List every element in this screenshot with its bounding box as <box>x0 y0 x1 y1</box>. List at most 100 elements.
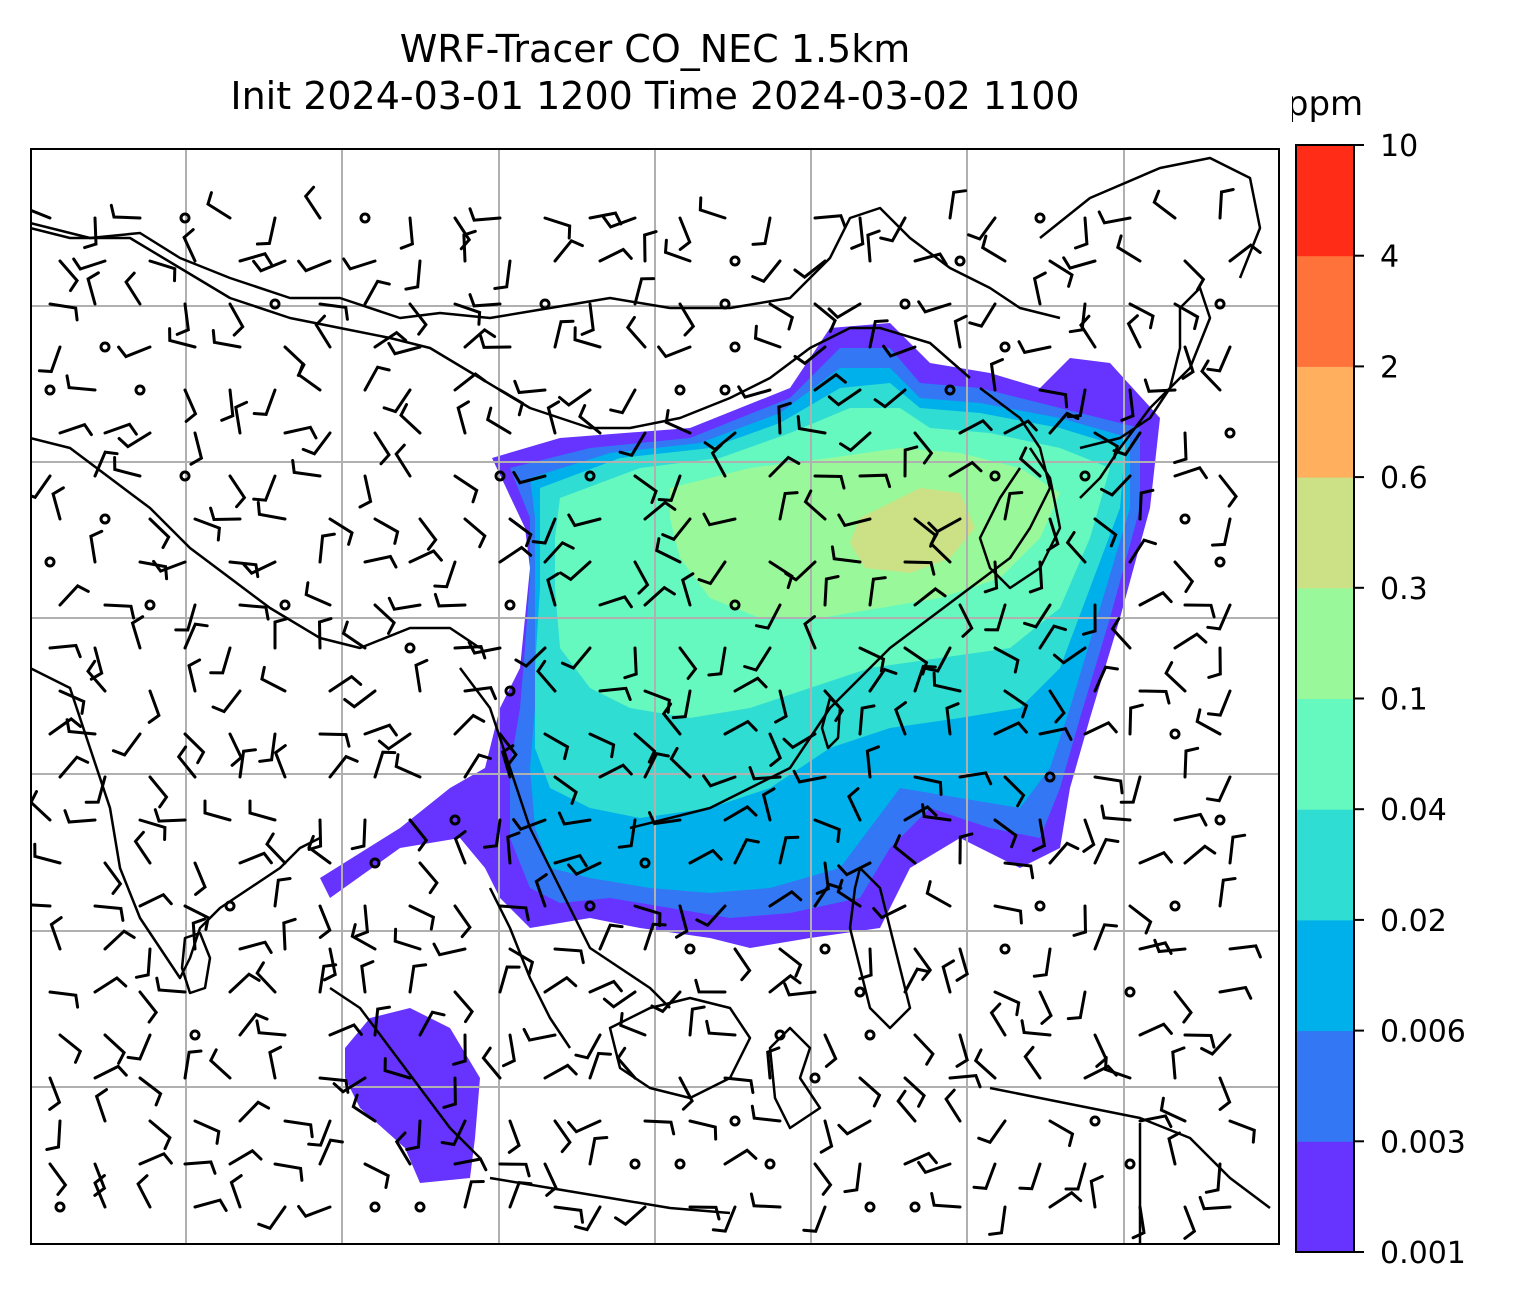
wind-barb <box>328 754 359 779</box>
wind-barb <box>453 713 486 736</box>
wind-barb <box>103 861 123 895</box>
wind-barb <box>1195 708 1222 736</box>
calm-wind-circle <box>54 1201 66 1213</box>
wind-barb <box>1048 259 1074 288</box>
wind-barb <box>588 979 623 994</box>
wind-barb <box>1218 985 1253 1000</box>
wind-barb <box>913 664 937 693</box>
wind-barb <box>328 1023 363 1037</box>
colorbar-tick-label-10: 10 <box>1380 129 1418 164</box>
wind-barb <box>893 701 907 736</box>
wind-barb <box>903 1151 938 1166</box>
wind-barb <box>558 388 592 407</box>
wind-barb <box>580 302 595 336</box>
wind-barb <box>574 1205 602 1232</box>
calm-wind-circle <box>999 943 1011 955</box>
wind-barb <box>1183 844 1217 865</box>
wind-barb <box>373 1005 391 1037</box>
calm-wind-circle <box>414 1201 426 1213</box>
wind-barb <box>83 216 98 250</box>
wind-barb <box>502 1033 516 1068</box>
wind-barb <box>360 960 375 994</box>
wind-barb <box>710 443 727 478</box>
wind-barb <box>394 753 422 779</box>
wind-barb <box>1218 1076 1232 1111</box>
wind-barb <box>72 257 107 271</box>
wind-barb <box>220 388 235 422</box>
wind-barb <box>1143 378 1177 393</box>
wind-barb <box>873 388 907 409</box>
calm-wind-circle <box>224 900 236 912</box>
wind-barb <box>408 302 428 336</box>
calm-wind-circle <box>764 1158 776 1170</box>
wind-barb <box>30 208 52 220</box>
wind-barb <box>514 646 547 668</box>
wind-barb <box>228 302 245 337</box>
wind-barb <box>124 271 142 306</box>
wind-barb <box>619 1012 647 1037</box>
wind-barb <box>228 560 260 579</box>
wind-barb <box>553 1119 572 1154</box>
wind-barb <box>1046 517 1060 552</box>
wind-barb <box>468 207 502 222</box>
wind-barb <box>328 517 354 546</box>
colorbar-band-9 <box>1296 145 1354 257</box>
wind-barb <box>84 775 107 804</box>
wind-barb <box>1048 689 1066 724</box>
wind-barb <box>678 216 692 251</box>
colorbar-band-8 <box>1296 255 1354 367</box>
calm-wind-circle <box>1169 728 1181 740</box>
wind-barb <box>117 431 152 449</box>
wind-barb <box>793 345 827 366</box>
wind-barb <box>37 345 62 374</box>
wind-barb <box>553 853 588 868</box>
wind-barb <box>174 603 197 632</box>
wind-barb <box>777 401 792 435</box>
colorbar-tick-label-8: 2 <box>1380 350 1399 385</box>
wind-barb <box>382 388 412 414</box>
wind-barb <box>733 947 752 982</box>
wind-barb <box>536 659 557 693</box>
wind-barb <box>543 540 575 564</box>
wind-barb <box>546 400 561 435</box>
wind-barb <box>559 560 592 582</box>
wind-barb <box>993 646 1020 674</box>
wind-barb <box>373 517 400 545</box>
wind-barb <box>695 904 727 928</box>
colorbar-tick-label-6: 0.3 <box>1380 572 1428 607</box>
wind-barb <box>671 689 692 720</box>
calm-wind-circle <box>99 513 111 525</box>
wind-barb <box>500 744 515 779</box>
wind-barb <box>248 799 277 822</box>
wind-barb <box>318 904 332 939</box>
wind-barb <box>1183 1205 1197 1240</box>
calm-wind-circle <box>189 1029 201 1041</box>
wind-barb <box>868 576 887 607</box>
wind-barb <box>543 216 572 240</box>
wind-barb <box>93 1064 128 1080</box>
figure-title: WRF-Tracer CO_NEC 1.5km Init 2024-03-01 … <box>30 26 1280 120</box>
wind-barb <box>1138 1022 1173 1037</box>
wind-barb <box>453 830 467 865</box>
wind-barb <box>1218 474 1238 508</box>
wind-barb <box>813 372 847 392</box>
wind-barb <box>588 1136 609 1166</box>
calm-wind-circle <box>44 556 56 568</box>
wind-barb <box>479 334 512 349</box>
wind-barb <box>363 554 398 569</box>
wind-barb <box>723 1076 755 1094</box>
wind-barb <box>342 257 377 271</box>
calm-wind-circle <box>1169 900 1181 912</box>
wind-barb <box>1164 661 1187 693</box>
wind-barb <box>1228 1119 1256 1144</box>
wind-barb <box>723 719 758 736</box>
wind-barb <box>661 517 692 542</box>
wind-barb <box>1074 216 1089 250</box>
wind-barb <box>301 431 332 456</box>
wind-barb <box>598 247 633 263</box>
wind-barb <box>766 1046 781 1080</box>
wind-barb <box>567 861 602 876</box>
colorbar-tick-label-7: 0.6 <box>1380 461 1428 496</box>
wind-barb <box>958 771 993 786</box>
wind-barb <box>1183 603 1216 619</box>
